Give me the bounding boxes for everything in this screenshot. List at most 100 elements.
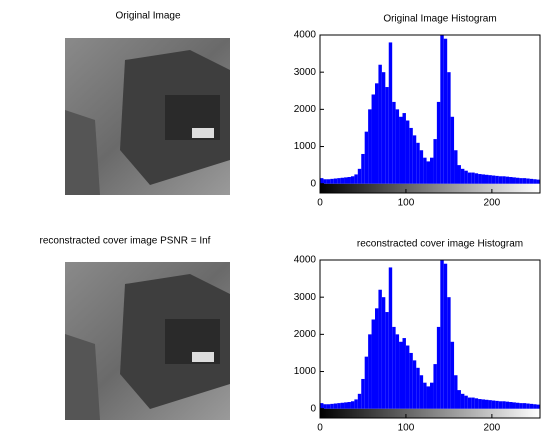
bar xyxy=(447,72,451,184)
bar xyxy=(381,72,386,184)
bar xyxy=(347,177,351,184)
y-tick-label: 2000 xyxy=(294,104,317,115)
chart-title: Original Image Histogram xyxy=(383,14,496,25)
bar xyxy=(478,174,482,184)
bar xyxy=(375,83,379,184)
bar xyxy=(436,101,441,184)
bar xyxy=(378,289,382,409)
bar xyxy=(447,297,451,409)
bar xyxy=(443,38,448,184)
x-tick-label: 200 xyxy=(484,198,501,209)
bar xyxy=(512,177,516,184)
bar xyxy=(488,400,492,409)
bar xyxy=(464,395,468,409)
bar xyxy=(450,116,455,184)
bar xyxy=(509,402,513,409)
bar xyxy=(491,400,496,409)
bar xyxy=(430,382,434,409)
bar xyxy=(436,326,441,409)
bar xyxy=(395,109,400,184)
bar xyxy=(533,404,537,409)
bar xyxy=(350,176,355,184)
bar xyxy=(430,157,434,184)
bar xyxy=(371,319,375,409)
bar xyxy=(344,177,348,184)
bar xyxy=(529,403,534,409)
bar xyxy=(412,135,417,184)
bar xyxy=(361,378,365,409)
y-tick-label: 1000 xyxy=(294,141,317,152)
bar xyxy=(488,175,492,184)
bar xyxy=(388,267,393,409)
bar xyxy=(326,179,331,184)
y-tick-label: 4000 xyxy=(294,255,317,266)
bar xyxy=(423,382,427,409)
axes-box xyxy=(319,259,541,419)
bar xyxy=(364,131,369,184)
bar xyxy=(519,403,523,409)
bar xyxy=(378,64,382,184)
bar xyxy=(440,260,444,409)
bar xyxy=(505,401,510,409)
bar xyxy=(368,109,372,184)
bar xyxy=(347,402,351,409)
bar xyxy=(505,176,510,184)
bar xyxy=(395,334,400,409)
bar xyxy=(409,352,413,409)
bar xyxy=(361,153,365,184)
y-tick-label: 1000 xyxy=(294,366,317,377)
image-title: reconstracted cover image PSNR = Inf xyxy=(40,236,211,247)
bar xyxy=(498,176,503,184)
image xyxy=(65,262,230,420)
bar xyxy=(419,150,424,184)
x-tick-label: 100 xyxy=(398,198,415,209)
bar xyxy=(536,404,540,409)
bar xyxy=(423,157,427,184)
bar xyxy=(354,174,358,184)
bar xyxy=(385,312,389,409)
bar xyxy=(485,399,489,409)
bar xyxy=(433,364,437,409)
bar xyxy=(519,178,523,184)
bar xyxy=(371,94,375,184)
bar xyxy=(357,168,362,184)
bar xyxy=(426,386,430,409)
y-tick-label: 4000 xyxy=(294,30,317,41)
bar xyxy=(337,178,341,184)
bar xyxy=(454,150,458,184)
bar xyxy=(485,174,489,184)
bar xyxy=(368,334,372,409)
bar xyxy=(392,101,396,184)
chart-title: reconstracted cover image Histogram xyxy=(357,239,523,250)
bar xyxy=(392,326,396,409)
bar xyxy=(409,127,413,184)
x-tick-label: 200 xyxy=(484,423,501,434)
bar xyxy=(320,178,324,184)
bar xyxy=(405,120,410,184)
bar xyxy=(515,177,520,184)
bar xyxy=(471,172,475,184)
bar xyxy=(502,176,506,184)
x-tick-label: 0 xyxy=(317,198,323,209)
bar xyxy=(443,263,448,409)
bar xyxy=(333,178,338,184)
bar xyxy=(412,360,417,409)
bar xyxy=(405,345,410,409)
bar xyxy=(498,401,503,409)
bar xyxy=(330,178,334,184)
bar xyxy=(402,113,406,184)
bar xyxy=(323,404,327,409)
bar xyxy=(375,308,379,409)
bar xyxy=(416,367,420,409)
bar xyxy=(399,341,403,409)
bar xyxy=(440,35,444,184)
bar xyxy=(509,177,513,184)
bar xyxy=(515,402,520,409)
axes-box xyxy=(319,34,541,194)
bar xyxy=(529,178,534,184)
y-tick-label: 2000 xyxy=(294,329,317,340)
bar xyxy=(512,402,516,409)
bar xyxy=(522,178,527,184)
bar xyxy=(502,401,506,409)
